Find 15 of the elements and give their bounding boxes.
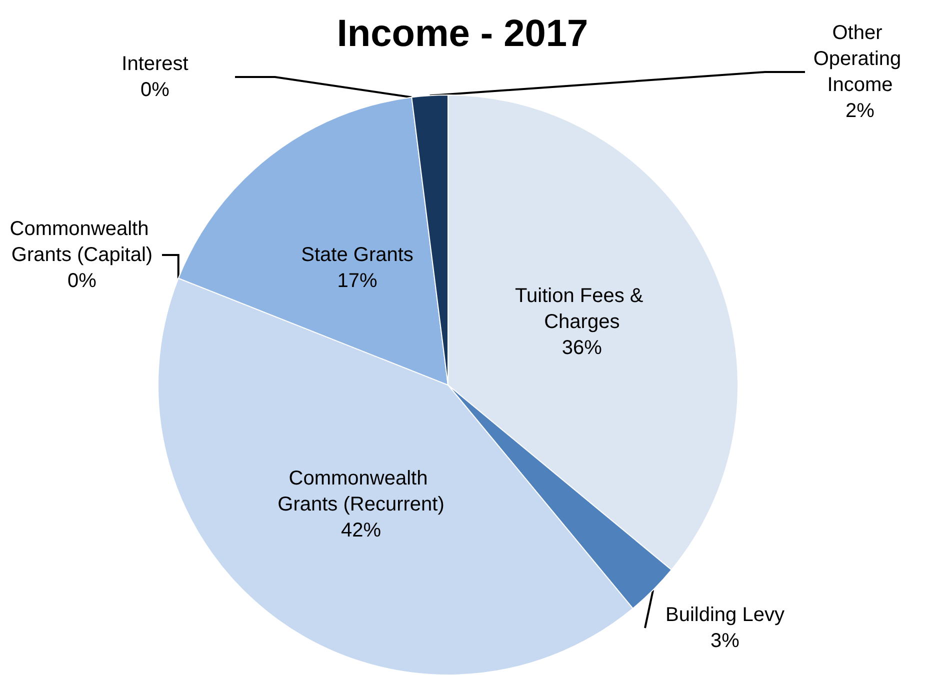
category-label: Commonwealth Grants (Capital) xyxy=(10,218,153,266)
chart-title: Income - 2017 xyxy=(336,13,588,55)
text: 0% xyxy=(140,79,170,101)
data-label: 17% xyxy=(337,270,378,292)
category-label: Interest xyxy=(122,53,188,75)
data-label: 2% xyxy=(846,100,875,122)
data-label: 42% xyxy=(340,520,382,542)
text: 0% xyxy=(68,270,96,292)
slice-label: Building Levy xyxy=(666,604,784,626)
slice-label: State Grants xyxy=(301,244,414,266)
slice-label: Commonwealth Grants (Recurrent) xyxy=(278,468,444,516)
slice-label: Tuition Fees & Charges xyxy=(515,284,649,333)
data-label: 36% xyxy=(562,336,602,359)
slice-label: Other Operating Income xyxy=(813,22,907,96)
data-label: 3% xyxy=(710,630,740,652)
